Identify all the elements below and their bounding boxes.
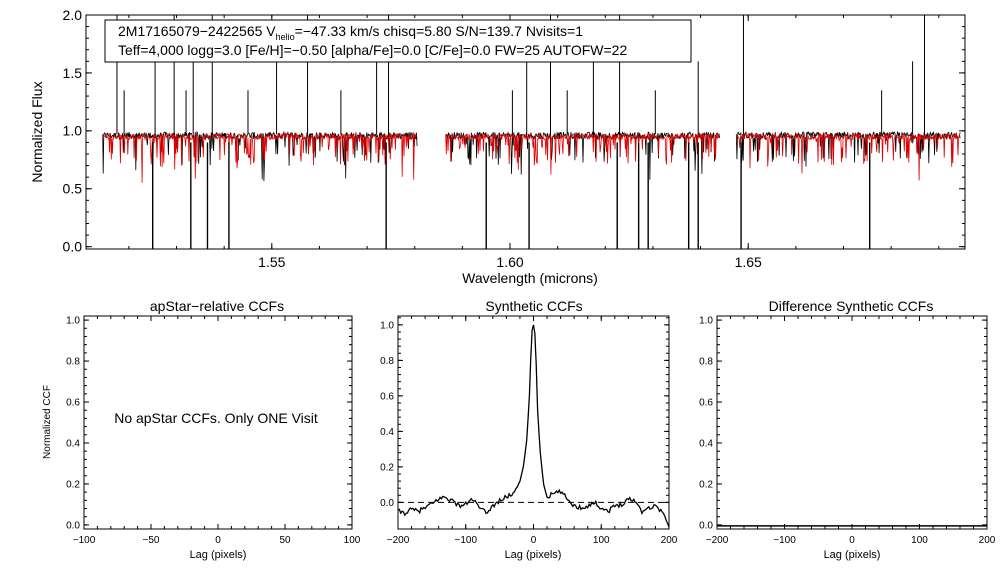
apstar-ccf-title: apStar−relative CCFs <box>150 298 284 314</box>
x-tick-label: 100 <box>344 535 361 546</box>
spectrum-panel: 1.55 1.60 1.65 0.0 0.5 1.0 1.5 2.0 2M17165079−2… <box>29 7 966 286</box>
y-tick-label: 1.0 <box>66 316 80 327</box>
y-tick-label: 0.2 <box>66 479 80 490</box>
x-tick-label: 1.55 <box>258 254 285 270</box>
y-tick-label: 0.4 <box>66 438 80 449</box>
difference-ccf-ticks: −200 −100 0 100 200 0.0 0.2 0.4 0.6 0.8 1.0 <box>699 316 996 546</box>
y-tick-label: 0.4 <box>699 438 713 449</box>
y-tick-label: 0.0 <box>380 498 394 509</box>
x-tick-label: 100 <box>593 535 610 546</box>
y-tick-label: 0.6 <box>380 391 394 402</box>
y-tick-label: 0.0 <box>66 520 80 531</box>
y-tick-label: 0.6 <box>699 398 713 409</box>
apstar-ccf-panel: apStar−relative CCFs −100 −50 0 50 100 0.0 0.2… <box>42 298 361 561</box>
synthetic-ccf-series <box>397 324 670 528</box>
difference-ccf-plot-frame <box>716 315 988 530</box>
spectrum-x-axis-label: Wavelength (microns) <box>462 270 598 286</box>
apstar-ccf-x-axis-label: Lag (pixels) <box>190 549 247 561</box>
x-tick-label: 100 <box>911 535 928 546</box>
synthetic-ccf-line <box>397 324 670 528</box>
synthetic-ccf-title: Synthetic CCFs <box>485 298 582 314</box>
spectrum-ticks: 1.55 1.60 1.65 0.0 0.5 1.0 1.5 2.0 <box>63 7 965 270</box>
synthetic-spectrum-line <box>102 132 961 183</box>
synthetic-ccf-plot-frame <box>397 315 670 530</box>
x-tick-label: 0 <box>531 535 537 546</box>
x-tick-label: 0 <box>215 535 221 546</box>
spectrum-annotation-line1: 2M17165079−2422565 Vhelio=−47.33 km/s ch… <box>118 23 583 42</box>
y-tick-label: 1.0 <box>380 320 394 331</box>
apstar-ccf-ticks: −100 −50 0 50 100 0.0 0.2 0.4 0.6 0.8 1.0 <box>66 316 361 546</box>
y-tick-label: 0.8 <box>380 356 394 367</box>
y-tick-label: 0.6 <box>66 398 80 409</box>
y-tick-label: 0.5 <box>63 181 83 197</box>
y-tick-label: 0.0 <box>63 239 83 255</box>
spectrum-plot-frame <box>85 14 966 250</box>
x-tick-label: 200 <box>979 535 996 546</box>
y-tick-label: 0.8 <box>66 357 80 368</box>
difference-ccf-title: Difference Synthetic CCFs <box>769 298 934 314</box>
spectrum-series <box>102 15 965 249</box>
x-tick-label: 1.65 <box>735 254 762 270</box>
y-tick-label: 1.0 <box>63 123 83 139</box>
x-tick-label: −100 <box>73 535 96 546</box>
spectrum-annotation-box <box>104 19 692 63</box>
y-tick-label: 0.2 <box>380 462 394 473</box>
x-tick-label: −100 <box>454 535 477 546</box>
x-tick-label: −200 <box>387 535 410 546</box>
y-tick-label: 2.0 <box>63 7 83 23</box>
apstar-ccf-message: No apStar CCFs. Only ONE Visit <box>114 410 318 426</box>
x-tick-label: 50 <box>279 535 291 546</box>
synthetic-ccf-ticks: −200 −100 0 100 200 0.0 0.2 0.4 0.6 0.8 1.0 <box>380 316 678 546</box>
x-tick-label: 1.60 <box>496 254 523 270</box>
y-tick-label: 0.4 <box>380 427 394 438</box>
y-tick-label: 0.8 <box>699 357 713 368</box>
spectrum-annotation-line2: Teff=4,000 logg=3.0 [Fe/H]=−0.50 [alpha/… <box>118 42 627 58</box>
y-tick-label: 1.0 <box>699 316 713 327</box>
difference-ccf-x-axis-label: Lag (pixels) <box>824 549 881 561</box>
x-tick-label: −100 <box>773 535 796 546</box>
y-tick-label: 0.2 <box>699 479 713 490</box>
x-tick-label: 0 <box>849 535 855 546</box>
y-tick-label: 1.5 <box>63 65 83 81</box>
synthetic-ccf-panel: Synthetic CCFs −200 −100 0 100 200 0.0 0.2 0.4 0… <box>380 298 678 561</box>
x-tick-label: 200 <box>661 535 678 546</box>
synthetic-ccf-x-axis-label: Lag (pixels) <box>505 549 562 561</box>
spectrum-y-axis-label: Normalized Flux <box>29 81 45 182</box>
difference-ccf-panel: Difference Synthetic CCFs −200 −100 0 100 20… <box>699 298 996 561</box>
spectrum-lines <box>102 15 965 249</box>
y-tick-label: 0.0 <box>699 520 713 531</box>
x-tick-label: −200 <box>706 535 729 546</box>
x-tick-label: −50 <box>143 535 160 546</box>
apstar-ccf-y-axis-label: Normalized CCF <box>42 385 53 459</box>
